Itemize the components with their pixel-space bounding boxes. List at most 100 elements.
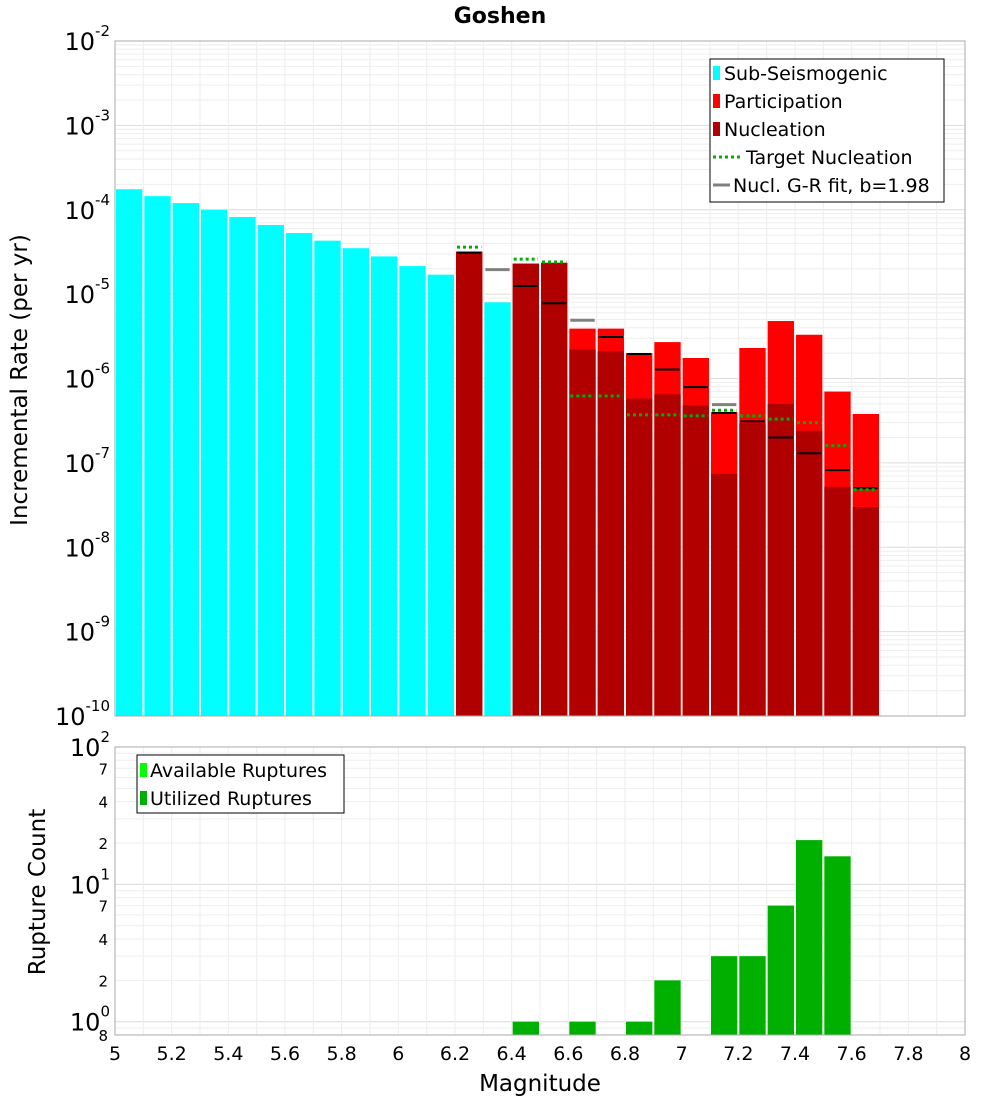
top-plot-y-tick-labels: 10-10 10-9 10-8 10-7 10-6 10-5 10-4 10-3 10-2	[55, 22, 110, 731]
y-tick-label: 10-7	[64, 444, 110, 478]
x-tick-labels: 5 5.2 5.4 5.6 5.8 6 6.2 6.4 6.6 6.8 7 7.2 7.4 7.6 7.8 8	[109, 1043, 971, 1065]
y-tick-label: 10-5	[64, 275, 110, 309]
x-tick-label: 8	[959, 1043, 971, 1065]
legend-label-available-ruptures: Available Ruptures	[150, 760, 327, 782]
nucleation-bar	[541, 262, 568, 716]
sub-seismogenic-bar	[314, 240, 341, 717]
bottom-plot-y-tick-labels: 100 101 102 2 4 7 2 4 7 8	[70, 728, 110, 1045]
x-tick-label: 5.6	[270, 1043, 300, 1065]
bottom-legend: Available Ruptures Utilized Ruptures	[136, 754, 345, 814]
sub-seismogenic-bar	[144, 196, 171, 716]
nucleation-bar	[512, 263, 539, 716]
y-tick-label: 10-8	[64, 528, 110, 562]
nucleation-bar	[824, 486, 851, 716]
bottom-y-axis-label: Rupture Count	[25, 809, 51, 975]
top-y-axis-label: Incremental Rate (per yr)	[7, 234, 33, 526]
y-tick-label: 10-3	[64, 106, 110, 140]
nucleation-bar	[739, 423, 766, 716]
y-tick-label: 8	[98, 1027, 108, 1045]
x-axis-label: Magnitude	[479, 1071, 601, 1097]
sub-seismogenic-bar	[399, 266, 426, 716]
x-tick-label: 5.8	[327, 1043, 357, 1065]
top-plot-frame	[114, 40, 966, 717]
x-tick-label: 5.2	[157, 1043, 187, 1065]
y-tick-label: 7	[98, 898, 108, 916]
bottom-plot-frame	[114, 746, 966, 1036]
chart-title: Goshen	[454, 4, 547, 29]
y-tick-label: 101	[70, 865, 110, 899]
legend-label-utilized-ruptures: Utilized Ruptures	[150, 788, 312, 810]
legend-label-nucleation: Nucleation	[724, 119, 826, 141]
legend-swatch-participation	[713, 94, 720, 108]
y-tick-label: 10-9	[64, 613, 110, 647]
y-tick-label: 2	[98, 835, 108, 853]
y-tick-label: 10-10	[55, 697, 110, 731]
top-plot-line-markers	[457, 245, 878, 492]
legend-label-gr-fit: Nucl. G-R fit, b=1.98	[733, 175, 930, 197]
bottom-plot-bars	[512, 840, 851, 1035]
sub-seismogenic-bar	[116, 189, 143, 717]
x-tick-label: 7	[676, 1043, 688, 1065]
sub-seismogenic-bar	[371, 256, 398, 716]
utilized-ruptures-bar	[654, 980, 681, 1035]
sub-seismogenic-bar	[201, 209, 228, 716]
y-tick-label: 100	[70, 1003, 110, 1037]
sub-seismogenic-bar	[427, 274, 454, 716]
x-tick-label: 6.4	[497, 1043, 527, 1065]
x-tick-label: 6	[392, 1043, 404, 1065]
x-tick-label: 7.8	[893, 1043, 923, 1065]
top-plot-bars	[116, 189, 879, 717]
nucleation-bar	[626, 398, 653, 716]
y-tick-label: 10-4	[64, 191, 110, 225]
bottom-legend-box	[136, 754, 345, 814]
y-tick-label: 7	[98, 760, 108, 778]
top-legend: Sub-Seismogenic Participation Nucleation…	[709, 58, 945, 203]
nucleation-bar	[654, 394, 681, 716]
utilized-ruptures-bar	[739, 956, 766, 1035]
nucleation-bar	[711, 473, 738, 716]
y-tick-label: 4	[98, 931, 108, 949]
sub-seismogenic-bar	[342, 248, 369, 717]
utilized-ruptures-bar	[796, 840, 823, 1035]
x-tick-label: 5	[109, 1043, 121, 1065]
legend-swatch-sub-seismogenic	[713, 66, 720, 80]
x-tick-label: 7.4	[780, 1043, 810, 1065]
utilized-ruptures-bar	[824, 856, 851, 1035]
utilized-ruptures-bar	[767, 905, 794, 1035]
nucleation-bar	[796, 430, 823, 716]
nucleation-bar	[852, 506, 879, 716]
y-tick-label: 10-6	[64, 360, 110, 394]
top-legend-box	[709, 58, 945, 203]
sub-seismogenic-bar	[286, 233, 313, 716]
utilized-ruptures-bar	[512, 1021, 539, 1035]
y-tick-label: 10-2	[64, 22, 110, 56]
utilized-ruptures-bar	[569, 1021, 596, 1035]
x-tick-label: 6.2	[440, 1043, 470, 1065]
nucleation-bar	[597, 351, 624, 716]
legend-label-target-nucleation: Target Nucleation	[745, 147, 913, 169]
nucleation-bar	[569, 349, 596, 716]
sub-seismogenic-bar	[229, 217, 256, 716]
utilized-ruptures-bar	[626, 1021, 653, 1035]
y-tick-label: 2	[98, 972, 108, 990]
nucleation-bar	[456, 251, 483, 716]
utilized-ruptures-bar	[711, 956, 738, 1035]
y-tick-label: 102	[70, 728, 110, 762]
x-tick-label: 7.2	[723, 1043, 753, 1065]
x-tick-label: 5.4	[213, 1043, 243, 1065]
x-tick-label: 6.6	[553, 1043, 583, 1065]
legend-label-sub-seismogenic: Sub-Seismogenic	[724, 63, 888, 85]
legend-swatch-nucleation	[713, 122, 720, 136]
legend-label-participation: Participation	[724, 91, 843, 113]
legend-swatch-utilized-ruptures	[140, 791, 147, 805]
x-tick-label: 7.6	[837, 1043, 867, 1065]
sub-seismogenic-bar	[257, 224, 284, 716]
sub-seismogenic-bar	[484, 302, 511, 716]
sub-seismogenic-bar	[172, 203, 199, 716]
nucleation-bar	[682, 405, 709, 716]
nucleation-bar	[767, 403, 794, 716]
x-tick-label: 6.8	[610, 1043, 640, 1065]
legend-swatch-available-ruptures	[140, 763, 147, 777]
y-tick-label: 4	[98, 794, 108, 812]
